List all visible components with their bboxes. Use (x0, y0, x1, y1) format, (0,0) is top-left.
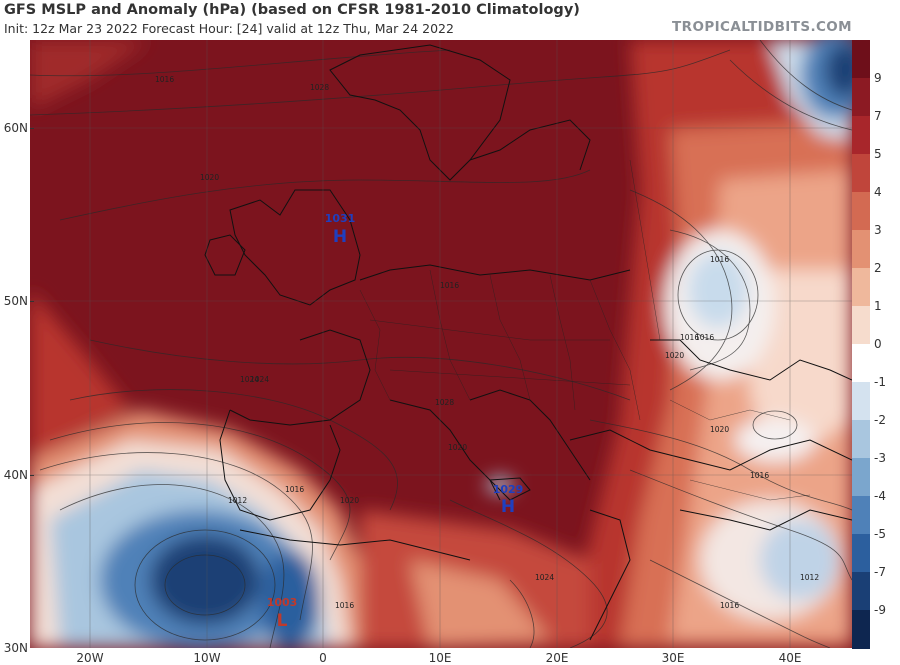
colorbar-label: 2 (874, 261, 882, 275)
colorbar-label: 1 (874, 299, 882, 313)
lat-label-60n: 60N (3, 121, 28, 135)
colorbar-segment (852, 572, 870, 611)
colorbar-label: 4 (874, 185, 882, 199)
colorbar-label: -9 (874, 603, 886, 617)
colorbar-segment (852, 40, 870, 79)
colorbar-label: 9 (874, 71, 882, 85)
isobar-label: 1016 (710, 255, 729, 264)
isobar-label: 1024 (535, 573, 554, 582)
isobar-label: 1024 (240, 375, 259, 384)
high-mediterranean-value: 1029 (493, 483, 524, 496)
isobar-label: 1020 (665, 351, 684, 360)
colorbar-segment (852, 268, 870, 307)
lon-label-20e: 20E (545, 651, 569, 665)
pressure-centers: 1031 H 1029 H 1003 L (267, 212, 524, 631)
colorbar-segment (852, 78, 870, 117)
colorbar-segment (852, 420, 870, 459)
lon-label-40e: 40E (778, 651, 802, 665)
isobar-label: 1020 (710, 425, 729, 434)
lat-label-30n: 30N (3, 641, 28, 655)
isobar-label: 1016 (285, 485, 304, 494)
isobar-label: 1016 (155, 75, 174, 84)
high-mediterranean-symbol: H (501, 497, 515, 517)
lat-label-40n: 40N (3, 468, 28, 482)
colorbar-segment (852, 192, 870, 231)
colorbar-label: -1 (874, 375, 886, 389)
borders (359, 159, 811, 501)
lon-label-20w: 20W (76, 651, 104, 665)
isobar-label: 1016 (335, 601, 354, 610)
colorbar-segment (852, 116, 870, 155)
isobar-label: 1028 (435, 398, 454, 407)
isobar-label: 1016 (680, 333, 699, 342)
colorbar-segment (852, 230, 870, 269)
colorbar-segment (852, 496, 870, 535)
colorbar-segment (852, 344, 870, 383)
isobar-labels: 1016 1020 1024 1028 1016 1020 1016 1012 1016 1020… (155, 75, 819, 610)
isobar-label: 1012 (228, 496, 247, 505)
isobar-label: 1020 (200, 173, 219, 182)
map-subtitle: Init: 12z Mar 23 2022 Forecast Hour: [24… (4, 21, 454, 36)
colorbar-label: 7 (874, 109, 882, 123)
high-britain-value: 1031 (325, 212, 356, 225)
low-morocco-symbol: L (277, 611, 288, 631)
lon-label-0: 0 (319, 651, 327, 665)
colorbar-label: -2 (874, 413, 886, 427)
lat-tick (30, 128, 34, 129)
colorbar-label: 5 (874, 147, 882, 161)
colorbar-label: 0 (874, 337, 882, 351)
isobar-label: 1020 (448, 443, 467, 452)
coastlines (204, 44, 852, 641)
colorbar-label: -5 (874, 527, 886, 541)
graticule (30, 40, 852, 648)
colorbar-segment (852, 154, 870, 193)
isobar-label: 1016 (695, 333, 714, 342)
high-britain-symbol: H (333, 227, 347, 247)
anomaly-map: 1016 1020 1024 1028 1016 1020 1016 1012 1016 1020… (30, 40, 852, 648)
isobar-label: 1016 (440, 281, 459, 290)
colorbar-label: -4 (874, 489, 886, 503)
isobar-lines (30, 40, 852, 648)
colorbar-segment (852, 382, 870, 421)
isobar-label: 1016 (750, 471, 769, 480)
map-canvas: 1016 1020 1024 1028 1016 1020 1016 1012 1016 1020… (30, 40, 852, 648)
colorbar-label: -7 (874, 565, 886, 579)
lat-label-50n: 50N (3, 294, 28, 308)
isobar-label: 1012 (800, 573, 819, 582)
isobar-label: 1016 (720, 601, 739, 610)
lat-tick (30, 301, 34, 302)
lat-tick (30, 475, 34, 476)
low-morocco-value: 1003 (267, 596, 298, 609)
colorbar-segment (852, 458, 870, 497)
colorbar-label: -3 (874, 451, 886, 465)
anomaly-shading (30, 40, 852, 648)
lon-label-30e: 30E (661, 651, 685, 665)
isobar-label: 1028 (310, 83, 329, 92)
isobar-label: 1020 (340, 496, 359, 505)
isobar-label: 1024 (250, 375, 269, 384)
brand-watermark: TROPICALTIDBITS.COM (672, 19, 852, 35)
colorbar-segment (852, 610, 870, 649)
colorbar-label: 3 (874, 223, 882, 237)
map-title: GFS MSLP and Anomaly (hPa) (based on CFS… (4, 2, 580, 18)
colorbar-segment (852, 306, 870, 345)
lon-label-10w: 10W (193, 651, 221, 665)
lon-label-10e: 10E (428, 651, 452, 665)
colorbar-segment (852, 534, 870, 573)
colorbar (852, 40, 870, 649)
